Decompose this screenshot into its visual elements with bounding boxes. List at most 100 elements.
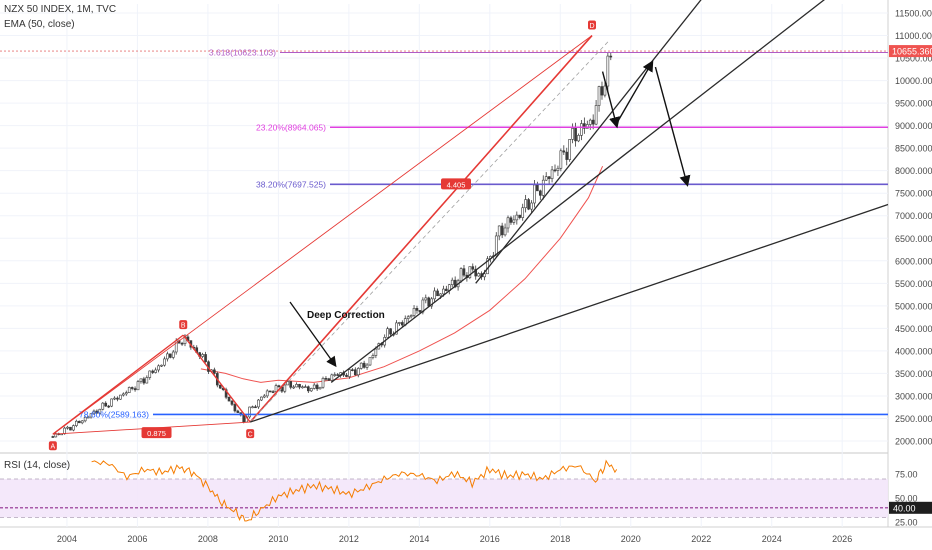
candle-down [553, 169, 557, 172]
candle-down [130, 387, 134, 389]
candle-up [541, 179, 545, 196]
candle-up [201, 354, 204, 357]
axes: 11500.000 11000.000 10500.000 10000.000 9500… [57, 9, 932, 544]
candle-up [166, 353, 169, 360]
time-tick-label: 2010 [268, 534, 288, 544]
fib-label: 3.618(10623.103) [209, 48, 276, 58]
candle-up [433, 290, 436, 300]
candle-up [330, 374, 334, 381]
point-marker-bg [588, 20, 596, 30]
price-tick-label: 6500.000 [895, 234, 932, 244]
time-tick-label: 2008 [198, 534, 218, 544]
candle-up [468, 266, 472, 278]
candle-down [427, 297, 431, 307]
candle-up [262, 395, 266, 398]
candle-down [307, 386, 310, 392]
candle-down [298, 384, 301, 388]
rsi-legend[interactable]: RSI (14, close) [4, 460, 71, 471]
candle-down [362, 362, 366, 368]
candle-down [315, 384, 319, 390]
candle-up [483, 273, 486, 278]
candle-up [580, 123, 583, 136]
candle-up [606, 55, 610, 87]
candle-up [459, 268, 463, 282]
forecast-arrow-2 [616, 60, 654, 124]
rsi-band [0, 479, 888, 518]
candle-up [92, 410, 96, 414]
candle-up [497, 225, 501, 237]
candle-down [527, 199, 530, 210]
candle-up [124, 392, 128, 395]
candle-up [356, 368, 360, 376]
candle-up [512, 219, 516, 223]
price-tick-label: 4500.000 [895, 324, 932, 334]
candle-up [395, 322, 398, 335]
rsi-tick-label: 25.00 [895, 518, 918, 528]
price-tick-label: 8500.000 [895, 144, 932, 154]
candle-down [562, 150, 566, 153]
price-tick-label: 7500.000 [895, 189, 932, 199]
candle-down [547, 176, 551, 179]
time-tick-label: 2026 [832, 534, 852, 544]
symbol-legend[interactable]: NZX 50 INDEX, 1M, TVC [4, 4, 117, 15]
deep-correction-label: Deep Correction [307, 310, 385, 321]
candle-up [54, 433, 58, 438]
candle-down [436, 290, 439, 297]
candle-up [80, 420, 84, 424]
candle-up [286, 381, 290, 386]
candle-up [424, 297, 428, 301]
trendline-steep [475, 0, 702, 284]
rsi-pane [0, 459, 888, 522]
candle-up [365, 364, 369, 368]
fib-label: 23.20%(8964.065) [256, 122, 326, 132]
candle-up [72, 425, 75, 431]
candle-up [321, 378, 325, 388]
candle-down [500, 225, 504, 236]
candle-up [318, 386, 322, 390]
candle-up [63, 427, 66, 435]
price-panel [0, 0, 888, 452]
candle-down [230, 400, 234, 405]
price-tick-label: 11500.000 [895, 9, 932, 19]
price-tick-label: 9000.000 [895, 121, 932, 131]
fib-label: 78.60%(2589.163) [79, 409, 149, 419]
candle-up [171, 351, 175, 358]
candle-up [550, 169, 554, 179]
candle-up [309, 388, 313, 392]
candle-down [213, 369, 216, 374]
candle-up [571, 128, 574, 140]
price-tick-label: 10000.000 [895, 76, 932, 86]
rsi-tick-label: 50.00 [895, 494, 918, 504]
candle-up [430, 298, 433, 307]
candle-down [583, 123, 586, 129]
candle-up [398, 322, 401, 324]
pattern-ad [52, 35, 593, 435]
candle-down [233, 404, 237, 412]
candle-up [442, 288, 445, 295]
candle-up [274, 385, 278, 392]
candle-up [515, 214, 519, 221]
candle-up [374, 348, 378, 356]
candle-up [409, 315, 413, 318]
candle-up [503, 227, 507, 236]
candle-up [386, 328, 389, 338]
point-marker-bg [179, 320, 188, 330]
point-marker-label: C [248, 432, 253, 439]
candle-up [521, 207, 525, 218]
candle-down [151, 370, 155, 373]
candle-up [251, 406, 254, 409]
rsi-line [91, 459, 618, 522]
candle-up [524, 199, 527, 209]
price-tick-label: 11000.000 [895, 31, 932, 41]
candle-down [471, 266, 475, 270]
candle-up [568, 139, 572, 160]
candle-up [439, 293, 442, 297]
candle-down [277, 385, 281, 388]
candle-up [333, 374, 337, 376]
ratio-tag-label: 0.875 [147, 429, 166, 438]
point-c: C [246, 429, 255, 439]
time-tick-label: 2006 [127, 534, 147, 544]
ema-legend[interactable]: EMA (50, close) [4, 19, 75, 30]
ema-polyline [200, 165, 604, 383]
